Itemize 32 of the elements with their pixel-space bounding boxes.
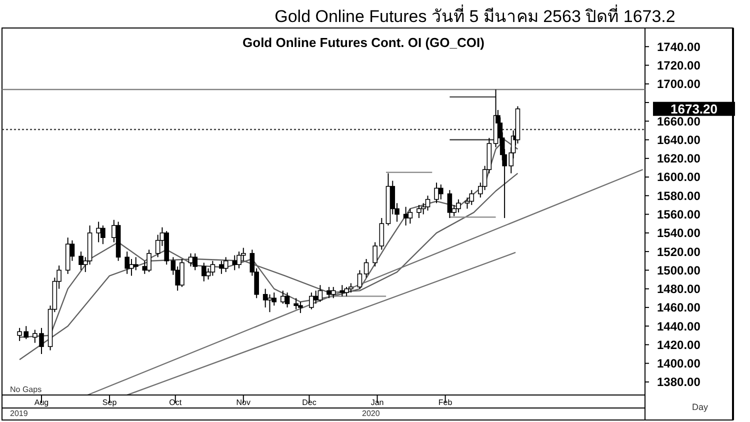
y-tick-label: 1740.00 <box>657 40 701 54</box>
y-tick-label: 1600.00 <box>657 170 701 184</box>
text: Gold Online Futures Cont. OI (GO_COI) <box>242 35 484 50</box>
x-tick-label: Feb <box>438 398 453 407</box>
y-tick-label: 1580.00 <box>657 188 701 203</box>
y-tick-label: 1540.00 <box>657 226 701 240</box>
x-tick-label: Nov <box>236 398 251 407</box>
chart-title: Gold Online Futures วันที่ 5 มีนาคม 2563 ปิดที่ 1673.2 <box>274 4 676 26</box>
y-tick-label: 1480.00 <box>657 282 701 296</box>
y-tick-label: 1700.00 <box>657 77 701 92</box>
y-tick-label: 1560.00 <box>657 207 701 222</box>
x-tick-label: Sep <box>102 398 118 407</box>
y-tick-label: 1500.00 <box>657 263 701 278</box>
y-tick-label: 1520.00 <box>657 244 701 259</box>
text: 2019 <box>10 409 28 418</box>
x-tick-label: Jan <box>370 398 384 407</box>
y-tick-label: 1420.00 <box>657 338 701 352</box>
y-tick-label: 1440.00 <box>657 319 701 334</box>
y-tick-label: 1640.00 <box>657 132 701 147</box>
y-tick-label: 1460.00 <box>657 300 701 315</box>
x-tick-label: Aug <box>34 398 49 407</box>
x-tick-label: Oct <box>169 398 182 407</box>
x-tick-label: Dec <box>302 398 316 407</box>
y-tick-label: 1620.00 <box>657 152 701 166</box>
annotation: No Gaps <box>10 385 42 394</box>
text: 2020 <box>362 409 380 418</box>
y-tick-label: 1720.00 <box>657 58 701 72</box>
y-tick-label: 1380.00 <box>657 375 701 390</box>
text: Day <box>692 402 708 412</box>
y-tick-label: 1400.00 <box>657 356 701 371</box>
y-tick-label: 1660.00 <box>657 114 701 128</box>
text: 1673.20 <box>670 101 718 116</box>
